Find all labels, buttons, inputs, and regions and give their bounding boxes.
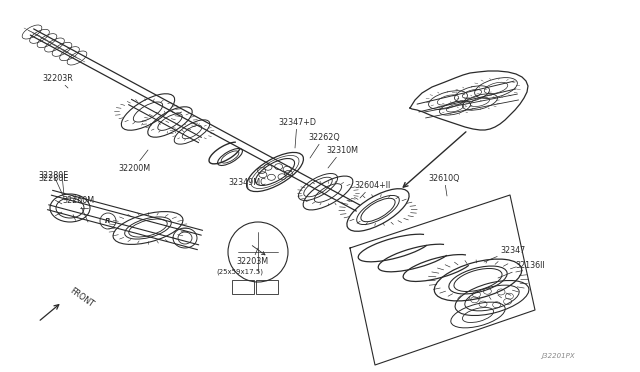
Text: 32203R: 32203R xyxy=(42,74,73,88)
Text: (25x59x17.5): (25x59x17.5) xyxy=(216,269,264,275)
Text: 32310M: 32310M xyxy=(326,145,358,168)
Text: 32262Q: 32262Q xyxy=(308,132,340,158)
Text: J32201PX: J32201PX xyxy=(541,353,575,359)
Text: 32610Q: 32610Q xyxy=(429,173,460,196)
Text: 32604+II: 32604+II xyxy=(354,180,390,198)
Text: 32136II: 32136II xyxy=(498,260,545,278)
Text: FRONT: FRONT xyxy=(68,286,95,310)
Text: 32203M: 32203M xyxy=(236,248,268,266)
Text: 32260M: 32260M xyxy=(62,196,94,222)
Text: 32200M: 32200M xyxy=(118,150,150,173)
Text: R: R xyxy=(106,218,111,224)
Bar xyxy=(232,280,254,294)
Text: 32349MC: 32349MC xyxy=(228,177,266,188)
Text: 32280E: 32280E xyxy=(38,173,68,183)
Bar xyxy=(256,280,278,294)
Text: 32347: 32347 xyxy=(484,246,525,262)
Text: 32347+D: 32347+D xyxy=(278,118,316,148)
Text: 32280E: 32280E xyxy=(38,170,68,180)
